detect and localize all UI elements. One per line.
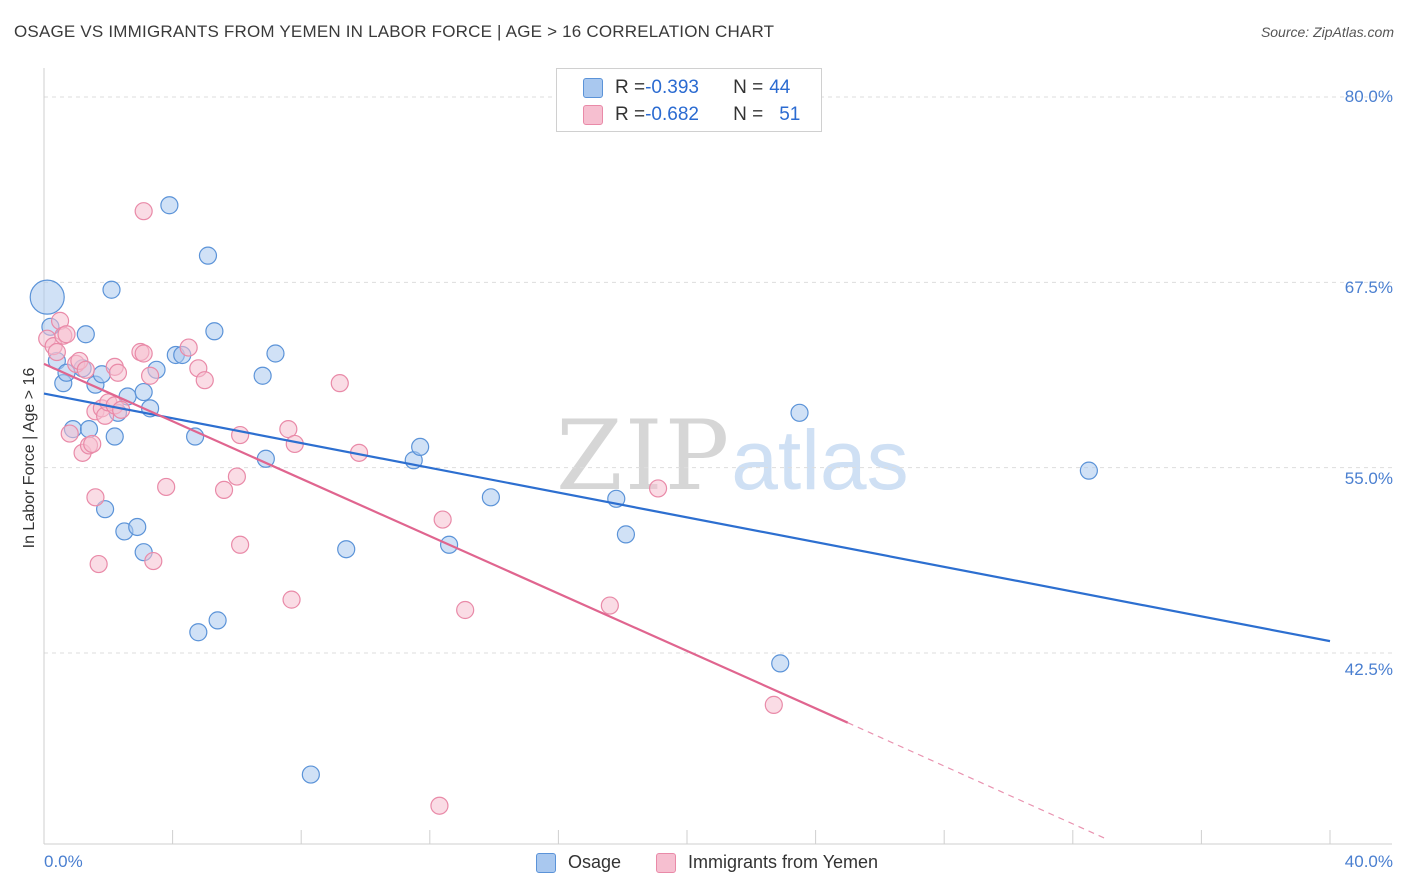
legend-item-osage: Osage: [536, 852, 621, 873]
osage-point: [266, 344, 285, 363]
osage-point: [771, 654, 790, 673]
osage-point: [95, 500, 115, 519]
yemen-point: [330, 374, 349, 393]
yemen-point: [47, 342, 66, 362]
yemen-point: [282, 590, 301, 609]
legend-r-label: R =: [615, 77, 646, 98]
osage-point: [128, 517, 147, 537]
legend-r-label: R =: [615, 104, 646, 125]
osage-point: [105, 427, 124, 446]
yemen-point: [134, 344, 153, 363]
yemen-point: [195, 371, 214, 390]
yemen-point: [600, 596, 619, 615]
legend-r-value: -0.682: [645, 104, 699, 125]
yemen-point: [134, 202, 153, 221]
osage-point: [189, 623, 208, 642]
osage-point: [1079, 461, 1098, 480]
yemen-trend-line: [43, 362, 849, 724]
yemen-point: [179, 338, 198, 357]
osage-point: [208, 611, 227, 630]
legend-n-value: 44: [769, 77, 791, 98]
yemen-point: [214, 480, 234, 500]
yemen-point: [76, 360, 95, 379]
x-tick-label-max: 40.0%: [1344, 852, 1393, 871]
yemen-point: [144, 551, 163, 571]
yemen-point: [648, 479, 668, 498]
yemen-trend-line-extension: [847, 722, 1106, 839]
correlation-legend: R = -0.393 N = 44 R = -0.682 N = 51: [556, 68, 822, 132]
legend-r-value: -0.393: [645, 77, 699, 98]
osage-point: [301, 765, 320, 784]
yemen-point: [108, 363, 128, 382]
yemen-legend-swatch: [656, 852, 676, 873]
yemen-point: [227, 467, 246, 486]
osage-point: [790, 403, 809, 422]
osage-point: [205, 322, 224, 341]
legend-n-label: N =: [733, 104, 764, 125]
y-tick-label: 55.0%: [1344, 469, 1393, 488]
osage-point: [616, 525, 636, 544]
y-tick-label: 67.5%: [1344, 278, 1393, 297]
osage-point: [102, 280, 121, 299]
yemen-point: [157, 477, 176, 497]
legend-n-label: N =: [733, 77, 764, 98]
yemen-point: [231, 535, 250, 554]
osage-legend-swatch: [536, 852, 556, 873]
yemen-point: [456, 600, 475, 620]
yemen-swatch: [583, 105, 603, 125]
osage-point: [481, 488, 500, 507]
osage-point: [160, 196, 179, 215]
x-tick-label-min: 0.0%: [44, 852, 83, 871]
legend-row-osage: R = -0.393 N = 44: [583, 77, 790, 99]
yemen-point: [89, 554, 108, 574]
osage-point: [134, 382, 153, 402]
source-label: Source: ZipAtlas.com: [1260, 24, 1394, 40]
yemen-point: [433, 510, 452, 529]
osage-point: [29, 279, 65, 315]
yemen-point: [764, 695, 783, 714]
osage-point: [198, 246, 218, 265]
y-tick-label: 80.0%: [1344, 87, 1393, 106]
osage-legend-label: Osage: [568, 852, 622, 872]
y-tick-label: 42.5%: [1344, 660, 1393, 679]
osage-point: [76, 325, 95, 344]
osage-point: [337, 540, 356, 559]
legend-n-value: 51: [779, 104, 801, 125]
yemen-point: [83, 434, 102, 454]
osage-point: [79, 420, 99, 439]
yemen-point: [86, 488, 105, 507]
legend-row-yemen: R = -0.682 N = 51: [583, 104, 800, 126]
osage-point: [411, 437, 430, 457]
yemen-legend-label: Immigrants from Yemen: [688, 852, 879, 872]
osage-point: [253, 366, 272, 385]
osage-swatch: [583, 78, 603, 98]
legend-item-yemen: Immigrants from Yemen: [656, 852, 878, 873]
yemen-point: [430, 796, 449, 815]
chart-title: OSAGE VS IMMIGRANTS FROM YEMEN IN LABOR …: [14, 22, 775, 41]
yemen-point: [57, 325, 76, 344]
y-axis-label: In Labor Force | Age > 16: [21, 367, 38, 549]
yemen-point: [60, 424, 79, 443]
yemen-point: [140, 366, 160, 385]
osage-trend-line: [43, 392, 1331, 643]
